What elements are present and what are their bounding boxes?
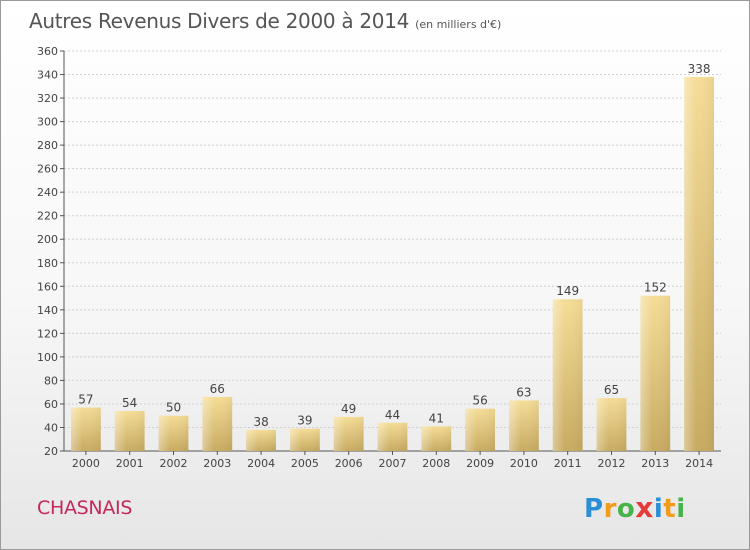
value-label: 38 <box>253 415 268 429</box>
value-label: 65 <box>604 383 619 397</box>
bar-shade <box>114 411 145 451</box>
bar-2006 <box>333 416 364 451</box>
x-tick-label: 2004 <box>247 457 275 470</box>
x-tick-label: 2006 <box>335 457 363 470</box>
bar-2010 <box>509 400 539 451</box>
grid-layer <box>64 50 721 452</box>
value-label: 49 <box>341 402 356 416</box>
y-tick-label: 320 <box>37 92 58 105</box>
bar-2009 <box>465 408 495 451</box>
y-tick-label: 300 <box>37 116 58 129</box>
bar-shade <box>246 429 276 451</box>
x-tick-label: 2012 <box>598 457 626 470</box>
x-tick-label: 2011 <box>554 457 582 470</box>
value-label: 152 <box>644 281 667 295</box>
y-tick-label: 240 <box>37 186 58 199</box>
bar-2012 <box>596 398 627 451</box>
bar-2003 <box>202 396 233 451</box>
y-tick-label: 80 <box>44 374 58 387</box>
label-layer: 57 54 50 66 38 39 49 44 41 56 63 149 65 152 338 <box>78 62 710 429</box>
bar-layer <box>71 76 714 451</box>
bar-2011 <box>552 299 583 451</box>
bar-shade <box>377 422 408 451</box>
y-tick-label: 40 <box>44 421 58 434</box>
proxiti-logo[interactable]: Proxiti <box>584 491 686 524</box>
y-tick-label: 120 <box>37 327 58 340</box>
x-tick-label: 2014 <box>685 457 713 470</box>
x-tick-label: 2008 <box>422 457 450 470</box>
title-text: Autres Revenus Divers de 2000 à 2014 <box>29 9 410 33</box>
bar-2008 <box>421 426 452 451</box>
x-tick-label: 2000 <box>72 457 100 470</box>
x-tick-label: 2009 <box>466 457 494 470</box>
value-label: 56 <box>472 394 487 408</box>
value-label: 149 <box>556 284 579 298</box>
value-label: 41 <box>429 411 444 425</box>
bar-2004 <box>246 429 276 451</box>
bar-shade <box>684 76 714 451</box>
bar-2013 <box>640 295 671 451</box>
bar-2002 <box>158 415 189 451</box>
value-label: 338 <box>688 62 711 76</box>
bar-shade <box>202 396 233 451</box>
x-tick-label: 2005 <box>291 457 319 470</box>
y-tick-label: 200 <box>37 233 58 246</box>
y-tick-label: 100 <box>37 351 58 364</box>
y-tick-label: 260 <box>37 163 58 176</box>
bar-shade <box>640 295 671 451</box>
y-tick-label: 280 <box>37 139 58 152</box>
y-tick-label: 140 <box>37 304 58 317</box>
bar-shade <box>465 408 495 451</box>
bar-2001 <box>114 411 145 451</box>
bar-shade <box>421 426 452 451</box>
value-label: 44 <box>385 408 400 422</box>
bar-shade <box>333 416 364 451</box>
value-label: 39 <box>297 414 312 428</box>
bar-shade <box>71 407 101 451</box>
y-tick-label: 220 <box>37 210 58 223</box>
bar-2000 <box>71 407 101 451</box>
bar-2005 <box>290 428 320 451</box>
x-tick-label: 2007 <box>379 457 407 470</box>
x-tick-label: 2002 <box>160 457 188 470</box>
bar-shade <box>596 398 627 451</box>
commune-name: CHASNAIS <box>37 497 133 519</box>
bar-shade <box>158 415 189 451</box>
x-tick-label: 2010 <box>510 457 538 470</box>
y-tick-label: 60 <box>44 398 58 411</box>
bar-2014 <box>684 76 714 451</box>
value-label: 50 <box>166 401 181 415</box>
bar-shade <box>290 428 320 451</box>
x-tick-label: 2013 <box>641 457 669 470</box>
x-tick-label: 2001 <box>116 457 144 470</box>
axis-layer: 20 40 60 80 100 120 140 160 180 200 220 240 260 280 30… <box>37 45 721 470</box>
x-tick-label: 2003 <box>203 457 231 470</box>
bar-shade <box>509 400 539 451</box>
value-label: 54 <box>122 396 137 410</box>
y-tick-label: 340 <box>37 69 58 82</box>
chart-title: Autres Revenus Divers de 2000 à 2014 (en … <box>29 9 501 33</box>
y-tick-label: 360 <box>37 45 58 58</box>
value-label: 63 <box>516 385 531 399</box>
value-label: 66 <box>210 382 225 396</box>
y-tick-label: 20 <box>44 445 58 458</box>
bar-shade <box>552 299 583 451</box>
y-tick-label: 160 <box>37 280 58 293</box>
value-label: 57 <box>78 392 93 406</box>
title-unit: (en milliers d'€) <box>415 18 502 31</box>
y-tick-label: 180 <box>37 257 58 270</box>
bar-2007 <box>377 422 408 451</box>
